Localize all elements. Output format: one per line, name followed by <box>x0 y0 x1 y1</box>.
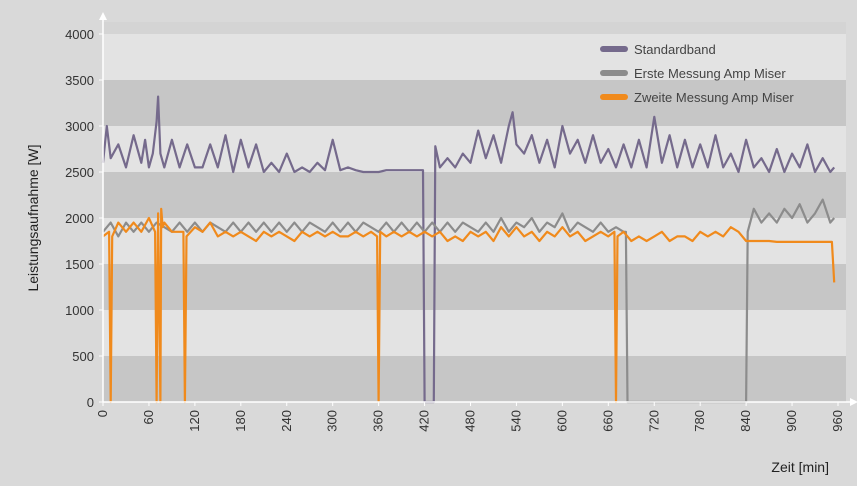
y-tick-label: 4000 <box>65 27 94 42</box>
y-axis-arrow <box>99 12 107 20</box>
legend-label: Standardband <box>634 42 716 57</box>
x-tick-label: 840 <box>738 410 753 432</box>
x-tick-label: 600 <box>554 410 569 432</box>
x-tick-labels: 0 60 120 180 240 300 360 420 480 540 600 660 720 780 8… <box>95 402 845 432</box>
series-line-1 <box>101 95 836 404</box>
grid-band <box>103 34 846 80</box>
grid-band <box>103 218 846 264</box>
x-tick-label: 480 <box>463 410 478 432</box>
x-tick-label: 540 <box>508 410 523 432</box>
y-tick-label: 0 <box>87 395 94 410</box>
x-tick-label: 300 <box>325 410 340 432</box>
x-tick-label: 0 <box>95 410 110 417</box>
x-axis-title: Zeit [min] <box>771 459 829 475</box>
x-tick-label: 960 <box>830 410 845 432</box>
x-tick-label: 900 <box>784 410 799 432</box>
y-axis-title: Leistungsaufnahme [W] <box>25 144 41 291</box>
x-tick-label: 240 <box>279 410 294 432</box>
y-tick-label: 1000 <box>65 303 94 318</box>
legend-label: Zweite Messung Amp Miser <box>634 90 794 105</box>
x-tick-label: 60 <box>141 410 156 424</box>
y-tick-label: 2500 <box>65 165 94 180</box>
legend-label: Erste Messung Amp Miser <box>634 66 786 81</box>
series-line-3 <box>102 207 836 404</box>
x-tick-label: 780 <box>692 410 707 432</box>
x-tick-label: 720 <box>646 410 661 432</box>
y-tick-label: 3500 <box>65 73 94 88</box>
y-tick-label: 1500 <box>65 257 94 272</box>
grid-band <box>103 264 846 310</box>
y-tick-label: 3000 <box>65 119 94 134</box>
x-tick-label: 360 <box>371 410 386 432</box>
grid-band <box>103 172 846 218</box>
y-tick-label: 500 <box>72 349 94 364</box>
grid-bands <box>103 22 846 402</box>
x-tick-label: 180 <box>233 410 248 432</box>
y-tick-label: 2000 <box>65 211 94 226</box>
x-tick-label: 420 <box>417 410 432 432</box>
legend: Standardband Erste Messung Amp Miser Zweit… <box>600 42 794 105</box>
grid-band <box>103 356 846 402</box>
x-tick-label: 120 <box>187 410 202 432</box>
x-axis-arrow <box>850 398 857 406</box>
x-tick-label: 660 <box>600 410 615 432</box>
grid-band <box>103 310 846 356</box>
y-tick-labels: 0 500 1000 1500 2000 2500 3000 3500 4000 <box>65 27 103 410</box>
grid-band <box>103 80 846 126</box>
